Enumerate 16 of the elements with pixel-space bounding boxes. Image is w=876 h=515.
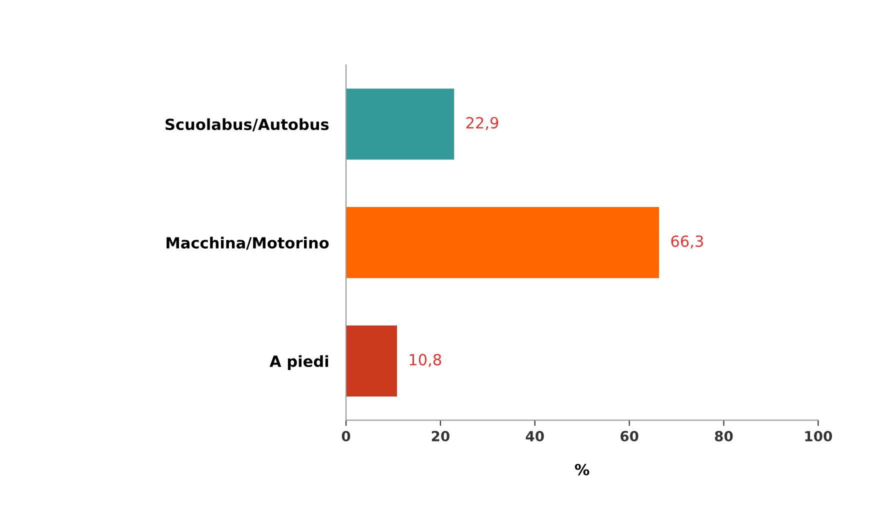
x-tick-label: 0	[342, 430, 350, 442]
data-label: 10,8	[410, 354, 442, 368]
bar	[346, 325, 398, 397]
y-tick-label: A piedi	[270, 355, 328, 370]
bar	[346, 207, 660, 278]
y-tick-label: Macchina/Motorino	[166, 236, 329, 250]
data-label: 66,3	[671, 235, 703, 249]
x-tick-label: 40	[526, 430, 544, 442]
x-tick-label: 60	[620, 430, 638, 442]
y-tick-label: Scuolabus/Autobus	[166, 118, 329, 132]
x-tick-label: 80	[714, 430, 733, 442]
x-axis-title: %	[574, 464, 590, 476]
x-tick-label: 20	[432, 430, 450, 442]
data-label: 22,9	[466, 116, 498, 130]
x-tick-label: 100	[805, 430, 832, 442]
bar	[346, 88, 454, 160]
